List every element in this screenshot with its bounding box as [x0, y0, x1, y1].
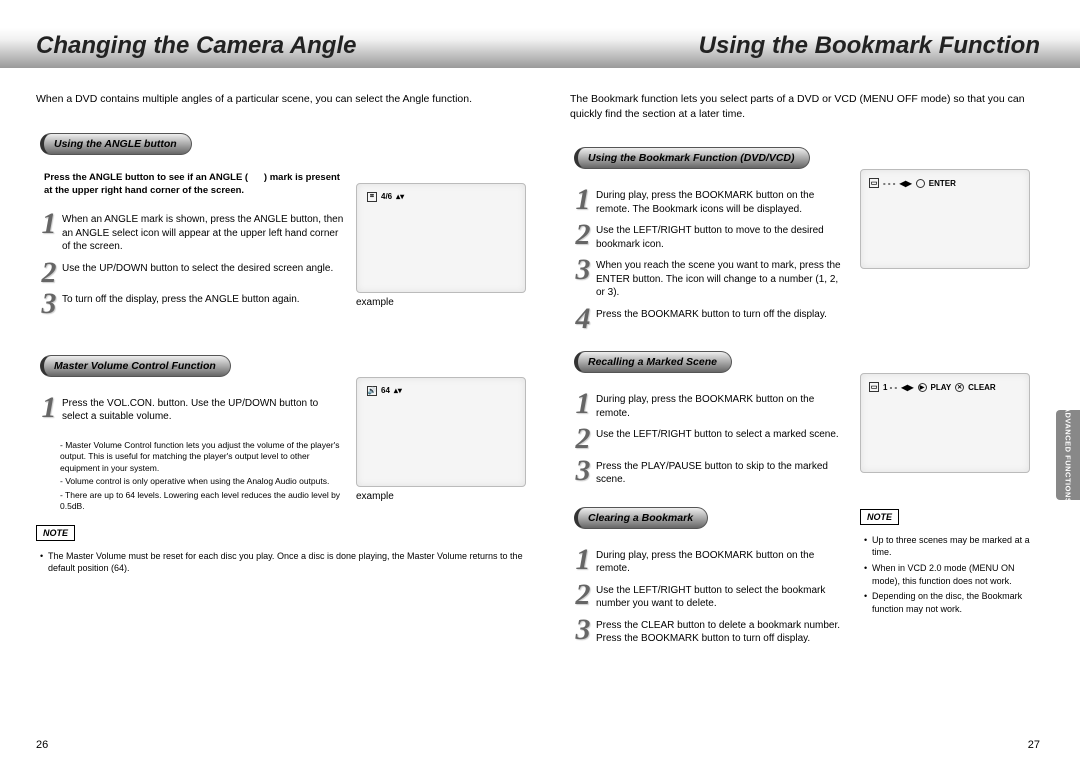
step: 1Press the VOL.CON. button. Use the UP/D… [36, 395, 344, 424]
pill-clear: Clearing a Bookmark [574, 507, 708, 529]
step-text: Use the LEFT/RIGHT button to select a ma… [596, 426, 848, 442]
step-text: During play, press the BOOKMARK button o… [596, 547, 848, 576]
intro-left: When a DVD contains multiple angles of a… [36, 92, 526, 107]
pill-volume: Master Volume Control Function [40, 355, 231, 377]
page-number-right: 27 [1028, 739, 1040, 751]
step-num: 2 [36, 260, 62, 286]
osd-value: 64 [381, 386, 390, 395]
step-text: Use the LEFT/RIGHT button to select the … [596, 582, 848, 611]
right-page: The Bookmark function lets you select pa… [570, 92, 1030, 652]
leftright-icon: ◀▶ [899, 179, 911, 188]
example-label: example [356, 491, 526, 502]
camera-icon: ⌗ [367, 192, 377, 202]
enter-icon [916, 179, 925, 188]
step: 3When you reach the scene you want to ma… [570, 257, 848, 300]
intro-right: The Bookmark function lets you select pa… [570, 92, 1030, 121]
step-num: 3 [570, 458, 596, 484]
side-tab-label: ADVANCED FUNCTIONS [1064, 407, 1073, 504]
page-number-left: 26 [36, 739, 48, 751]
step-num: 2 [570, 222, 596, 248]
step-text: When you reach the scene you want to mar… [596, 257, 848, 300]
osd-play-label: PLAY [931, 383, 952, 392]
step-num: 1 [570, 547, 596, 573]
step-num: 1 [570, 391, 596, 417]
step: 3Press the PLAY/PAUSE button to skip to … [570, 458, 848, 487]
step-text: When an ANGLE mark is shown, press the A… [62, 211, 344, 254]
osd-value: 4/6 [381, 192, 392, 201]
step-text: Press the BOOKMARK button to turn off th… [596, 306, 848, 322]
note-box-label: NOTE [36, 525, 75, 541]
step: 1During play, press the BOOKMARK button … [570, 187, 848, 216]
osd-volume: 🔊 64 ▴▾ [367, 386, 402, 396]
side-tab: ADVANCED FUNCTIONS [1056, 410, 1080, 500]
note-box-label-right: NOTE [860, 509, 899, 525]
step-text: Use the LEFT/RIGHT button to move to the… [596, 222, 848, 251]
note-bullet: Up to three scenes may be marked at a ti… [864, 534, 1030, 559]
step-num: 2 [570, 582, 596, 608]
step-num: 2 [570, 426, 596, 452]
tiny-note: - Master Volume Control function lets yo… [60, 440, 344, 474]
updown-icon: ▴▾ [396, 192, 404, 201]
step-num: 4 [570, 306, 596, 332]
step-num: 1 [36, 211, 62, 237]
note-bullet: Depending on the disc, the Bookmark func… [864, 590, 1030, 615]
step-text: Press the PLAY/PAUSE button to skip to t… [596, 458, 848, 487]
osd-enter-label: ENTER [929, 179, 956, 188]
step-text: To turn off the display, press the ANGLE… [62, 291, 344, 307]
pill-recall: Recalling a Marked Scene [574, 351, 732, 373]
osd-clear-label: CLEAR [968, 383, 996, 392]
play-icon: ▶ [918, 383, 927, 392]
example-label: example [356, 297, 526, 308]
updown-icon: ▴▾ [394, 386, 402, 395]
tiny-note: - Volume control is only operative when … [60, 476, 344, 487]
tiny-note: - There are up to 64 levels. Lowering ea… [60, 490, 344, 513]
osd-recall: ▭ 1 - - ◀▶ ▶ PLAY✕ CLEAR [869, 382, 996, 392]
example-box-bookmark: ▭ - - - ◀▶ ENTER [860, 169, 1030, 269]
left-page: When a DVD contains multiple angles of a… [36, 92, 526, 578]
pill-bookmark: Using the Bookmark Function (DVD/VCD) [574, 147, 810, 169]
page-title-right: Using the Bookmark Function [699, 32, 1040, 60]
step: 3Press the CLEAR button to delete a book… [570, 617, 848, 646]
note-bullet: The Master Volume must be reset for each… [40, 550, 526, 575]
step: 1During play, press the BOOKMARK button … [570, 391, 848, 420]
step: 1When an ANGLE mark is shown, press the … [36, 211, 344, 254]
step-text: During play, press the BOOKMARK button o… [596, 391, 848, 420]
example-box-volume: 🔊 64 ▴▾ [356, 377, 526, 487]
example-box-recall: ▭ 1 - - ◀▶ ▶ PLAY✕ CLEAR [860, 373, 1030, 473]
note-bullet: When in VCD 2.0 mode (MENU ON mode), thi… [864, 562, 1030, 587]
osd-dashes: - - - [883, 179, 895, 188]
example-box-angle: ⌗ 4/6 ▴▾ [356, 183, 526, 293]
leftright-icon: ◀▶ [901, 383, 913, 392]
step-num: 3 [36, 291, 62, 317]
angle-bold-intro: Press the ANGLE button to see if an ANGL… [44, 171, 344, 198]
page-title-left: Changing the Camera Angle [36, 32, 356, 60]
step: 2Use the LEFT/RIGHT button to select a m… [570, 426, 848, 452]
step-num: 1 [570, 187, 596, 213]
step-text: Use the UP/DOWN button to select the des… [62, 260, 344, 276]
step: 2Use the LEFT/RIGHT button to move to th… [570, 222, 848, 251]
step-text: During play, press the BOOKMARK button o… [596, 187, 848, 216]
step-num: 1 [36, 395, 62, 421]
step-text: Press the CLEAR button to delete a bookm… [596, 617, 848, 646]
step: 3To turn off the display, press the ANGL… [36, 291, 344, 317]
pill-angle: Using the ANGLE button [40, 133, 192, 155]
osd-bookmark: ▭ - - - ◀▶ ENTER [869, 178, 956, 188]
step-num: 3 [570, 257, 596, 283]
step: 2Use the LEFT/RIGHT button to select the… [570, 582, 848, 611]
step: 4Press the BOOKMARK button to turn off t… [570, 306, 848, 332]
step-num: 3 [570, 617, 596, 643]
osd-angle: ⌗ 4/6 ▴▾ [367, 192, 404, 202]
bookmark-icon: ▭ [869, 382, 879, 392]
osd-marks: 1 - - [883, 383, 897, 392]
step: 2Use the UP/DOWN button to select the de… [36, 260, 344, 286]
step-text: Press the VOL.CON. button. Use the UP/DO… [62, 395, 344, 424]
step: 1During play, press the BOOKMARK button … [570, 547, 848, 576]
clear-icon: ✕ [955, 383, 964, 392]
bookmark-icon: ▭ [869, 178, 879, 188]
speaker-icon: 🔊 [367, 386, 377, 396]
